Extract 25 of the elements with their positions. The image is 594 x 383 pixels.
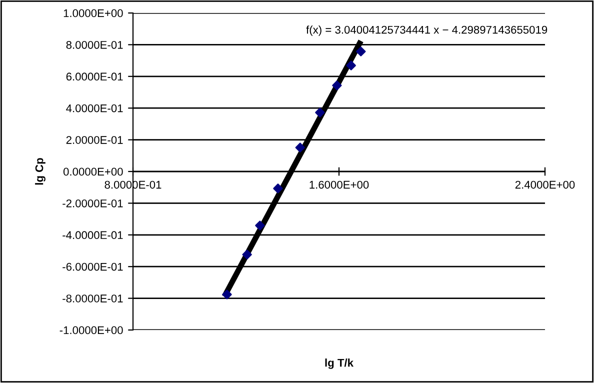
x-tick-label: 2.4000E+00 [515, 180, 575, 189]
y-axis-title: lg Cp [35, 158, 46, 185]
annotation: f(x) = 3.04004125734441 x − 4.29897143655019 [306, 26, 548, 36]
y-tick-label: 1.0000E+00 [64, 9, 123, 18]
point [295, 142, 305, 152]
point [356, 46, 366, 56]
point [273, 184, 283, 194]
y-tick-label: 6.0000E-01 [66, 72, 123, 81]
y-tick-label: -1.0000E+00 [60, 326, 123, 334]
x-axis-title: lg T/k [325, 358, 354, 369]
point [332, 80, 342, 90]
point [346, 60, 356, 70]
y-tick-label: 2.0000E-01 [66, 136, 123, 144]
point [242, 250, 252, 260]
y-tick-label: -6.0000E-01 [62, 262, 123, 271]
y-tick-label: -2.0000E-01 [62, 199, 123, 208]
y-tick-label: 8.0000E-01 [66, 40, 123, 49]
point [255, 220, 265, 230]
y-tick-label: -8.0000E-01 [62, 294, 123, 302]
y-tick-label: 4.0000E-01 [66, 104, 123, 112]
x-tick-label: 1.6000E+00 [310, 180, 369, 189]
y-tick-label: 0.0000E+00 [63, 168, 123, 176]
point [315, 108, 325, 118]
y-tick-label: -4.0000E-01 [62, 231, 123, 240]
point [222, 290, 232, 300]
